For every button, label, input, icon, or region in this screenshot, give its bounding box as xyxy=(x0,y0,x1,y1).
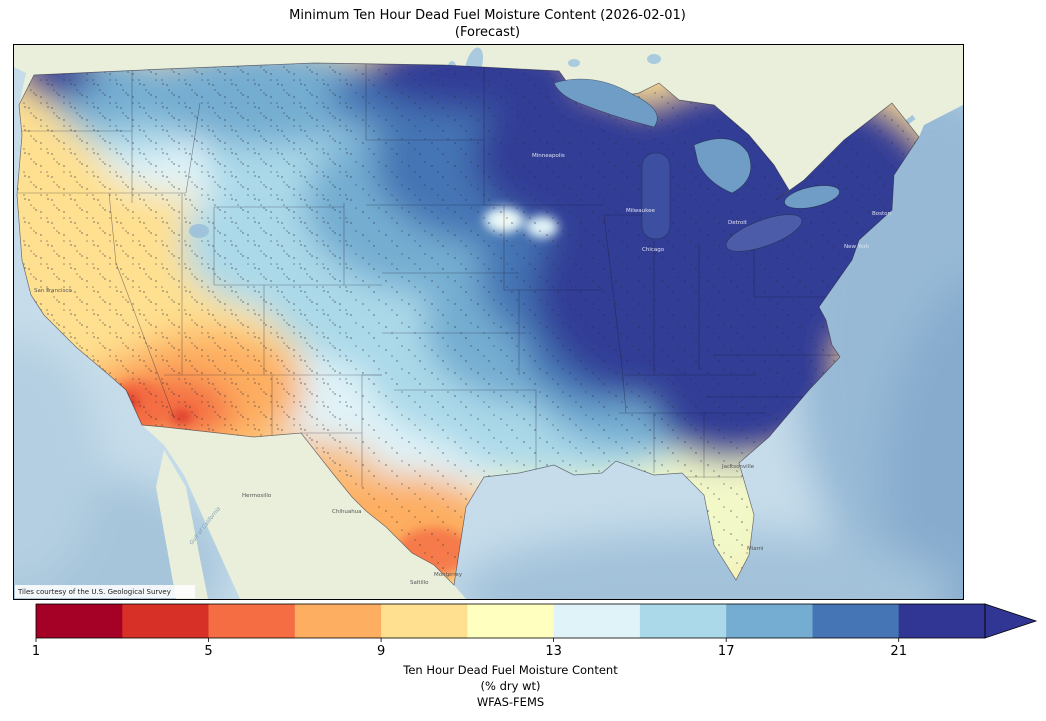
tick-label: 9 xyxy=(377,644,385,659)
colorbar-canvas: 1 5 9 13 17 21 xyxy=(32,603,1038,659)
lake-superior xyxy=(553,78,658,128)
colorbar-segment xyxy=(898,604,985,638)
map-frame: San Francisco Hermosillo Chihuahua Gulf … xyxy=(13,44,964,600)
colorbar-segment xyxy=(381,604,469,638)
city-label: Saltillo xyxy=(410,580,429,586)
lake-michigan xyxy=(641,152,671,240)
colorbar: 1 5 9 13 17 21 xyxy=(32,597,1046,661)
colorbar-caption: Ten Hour Dead Fuel Moisture Content (% d… xyxy=(36,662,985,710)
colorbar-segment xyxy=(122,604,210,638)
lake-erie xyxy=(725,214,803,252)
figure-title-line2: (Forecast) xyxy=(454,25,521,40)
colorbar-frame xyxy=(35,603,986,639)
colorbar-segment xyxy=(208,604,296,638)
city-label: Minneapolis xyxy=(532,153,565,159)
baja-peninsula xyxy=(156,450,208,599)
colorbar-units: (% dry wt) xyxy=(480,679,541,693)
city-label: Hermosillo xyxy=(242,493,272,499)
city-label: New York xyxy=(844,244,870,250)
lake-huron xyxy=(693,138,752,194)
colorbar-segment xyxy=(726,604,814,638)
lake-ontario xyxy=(784,185,840,209)
colorbar-title: Ten Hour Dead Fuel Moisture Content xyxy=(403,663,618,677)
colorbar-tickmarks xyxy=(35,638,900,642)
city-label: Monterrey xyxy=(434,572,463,578)
colorbar-segment xyxy=(812,604,900,638)
great-lakes xyxy=(189,78,840,252)
data-source-label: WFAS-FEMS xyxy=(476,695,545,709)
city-label: Chicago xyxy=(642,247,665,253)
tick-label: 13 xyxy=(545,644,562,659)
colorbar-extend-arrow xyxy=(984,603,1038,639)
tick-label: 5 xyxy=(204,644,212,659)
colorbar-segment xyxy=(467,604,555,638)
city-label: Chihuahua xyxy=(332,509,362,515)
city-label: Detroit xyxy=(728,220,748,226)
figure-title: Minimum Ten Hour Dead Fuel Moisture Cont… xyxy=(13,7,962,41)
tick-label: 1 xyxy=(32,644,40,659)
tick-label: 17 xyxy=(718,644,735,659)
map-canvas: San Francisco Hermosillo Chihuahua Gulf … xyxy=(14,45,963,599)
city-label: Miami xyxy=(747,546,764,552)
figure-title-line1: Minimum Ten Hour Dead Fuel Moisture Cont… xyxy=(289,8,686,23)
great-salt-lake xyxy=(189,224,209,238)
colorbar-segments xyxy=(36,604,985,638)
map-attribution: Tiles courtesy of the U.S. Geological Su… xyxy=(15,585,195,598)
city-label: Jacksonville xyxy=(721,464,755,470)
attribution-text: Tiles courtesy of the U.S. Geological Su… xyxy=(17,588,171,596)
colorbar-tick-labels: 1 5 9 13 17 21 xyxy=(32,644,907,659)
colorbar-segment xyxy=(553,604,641,638)
colorbar-segment xyxy=(639,604,727,638)
city-label: Milwaukee xyxy=(626,208,656,214)
colorbar-segment xyxy=(36,604,123,638)
tick-label: 21 xyxy=(890,644,907,659)
city-label: Boston xyxy=(872,211,892,217)
colorbar-segment xyxy=(294,604,382,638)
city-label: San Francisco xyxy=(34,288,72,294)
